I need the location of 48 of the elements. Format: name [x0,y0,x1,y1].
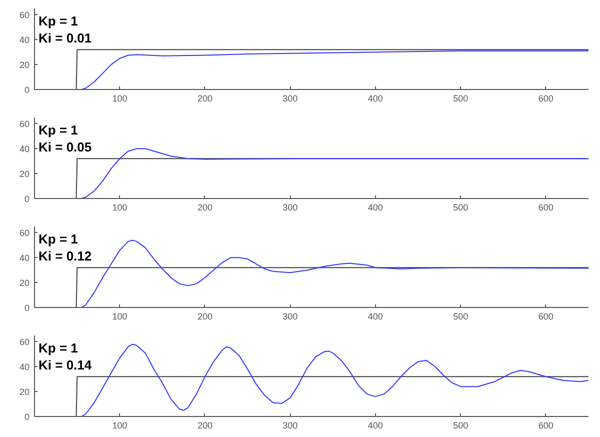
x-tick-label: 400 [368,420,383,430]
x-tick-label: 600 [538,202,554,212]
annotation: Kp = 1 [38,340,78,356]
annotation: Kp = 1 [38,122,78,138]
y-tick-label: 0 [24,412,30,422]
x-tick-label: 600 [538,94,554,104]
x-tick-label: 200 [197,94,212,104]
y-tick-label: 0 [24,303,30,313]
x-tick-label: 300 [282,420,298,430]
annotation: Kp = 1 [38,14,78,28]
y-tick-label: 60 [19,119,30,130]
x-tick-label: 100 [112,420,128,430]
y-tick-label: 60 [19,10,30,20]
y-tick-label: 20 [19,387,30,398]
y-tick-label: 20 [19,278,30,288]
annotation: Ki = 0.01 [38,30,92,46]
x-tick-label: 200 [197,312,212,322]
annotation: Ki = 0.05 [38,140,92,154]
x-tick-label: 500 [453,94,468,104]
x-tick-label: 400 [368,312,383,322]
y-tick-label: 40 [19,362,30,372]
y-tick-label: 0 [24,194,30,204]
x-tick-label: 500 [453,202,468,212]
x-tick-label: 300 [282,312,298,322]
x-tick-label: 500 [453,420,468,430]
x-tick-label: 100 [112,312,128,322]
annotation: Ki = 0.12 [38,248,92,264]
x-tick-label: 200 [197,202,212,212]
y-tick-label: 40 [19,253,30,264]
annotation: Ki = 0.14 [38,358,92,372]
y-tick-label: 20 [19,60,30,70]
x-tick-label: 500 [453,312,468,322]
x-tick-label: 100 [112,94,128,104]
x-tick-label: 300 [282,202,298,212]
y-tick-label: 60 [19,337,30,348]
x-tick-label: 200 [197,420,212,430]
y-tick-label: 0 [24,85,30,95]
annotation: Kp = 1 [38,232,78,246]
x-tick-label: 400 [368,94,383,104]
x-tick-label: 600 [538,312,554,322]
y-tick-label: 40 [19,35,30,46]
x-tick-label: 100 [112,202,128,212]
y-tick-label: 60 [19,228,30,238]
x-tick-label: 400 [368,202,383,212]
x-tick-label: 600 [538,420,554,430]
x-tick-label: 300 [282,94,298,104]
y-tick-label: 40 [19,144,30,154]
y-tick-label: 20 [19,169,30,180]
